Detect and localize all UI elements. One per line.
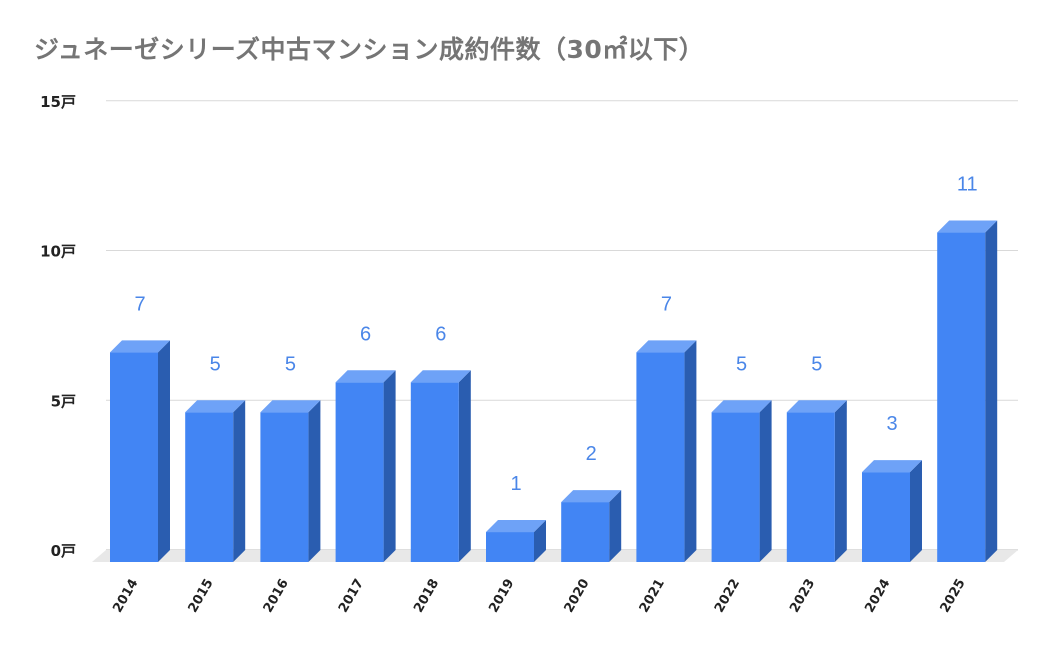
x-category-label-2025: 2025	[938, 577, 969, 616]
x-category-label-2024: 2024	[862, 577, 893, 616]
floor-plane	[92, 550, 1018, 562]
bar-2020	[561, 490, 622, 562]
chart-floor	[92, 550, 1018, 562]
bar-2022	[711, 400, 772, 562]
bar-front-2018	[410, 382, 459, 562]
data-label-2017: 6	[360, 323, 371, 345]
x-category-label-2020: 2020	[562, 577, 593, 616]
bar-2018	[410, 370, 471, 562]
bar-2015	[185, 400, 246, 562]
data-label-2024: 3	[886, 413, 897, 435]
bar-front-2025	[937, 232, 986, 563]
bar-top-2016	[260, 400, 321, 413]
bar-front-2017	[335, 382, 384, 562]
x-axis-categories: 2014 2015 2016 2017 2018 2019 2020 2021 2022 2023…	[110, 577, 968, 616]
x-category-label-2019: 2019	[486, 577, 517, 616]
bar-front-2014	[110, 352, 158, 562]
data-label-2025: 11	[957, 174, 978, 196]
bar-front-2019	[486, 532, 534, 562]
bar-side-2023	[834, 400, 847, 562]
bar-side-2017	[383, 370, 396, 562]
bar-front-2023	[786, 412, 835, 562]
chart-title: ジュネーゼシリーズ中古マンション成約件数（30㎡以下）	[34, 35, 705, 64]
bar-2019	[486, 520, 546, 562]
bar-top-2023	[786, 400, 847, 413]
bar-top-2022	[711, 400, 772, 413]
bar-front-2016	[260, 412, 309, 562]
bar-2023	[786, 400, 847, 562]
data-label-2015: 5	[210, 353, 221, 375]
data-label-2021: 7	[661, 293, 672, 315]
bar-front-2021	[636, 352, 685, 562]
bar-side-2018	[458, 370, 471, 562]
bar-front-2024	[862, 472, 910, 562]
bar-top-2025	[937, 220, 998, 233]
data-labels: 7 5 5 6 6 1 2 7 5 5 3 11	[134, 174, 978, 495]
y-tick-label-15: 15戸	[40, 93, 76, 111]
bars	[110, 220, 998, 563]
bar-top-2015	[185, 400, 246, 413]
bar-front-2015	[185, 412, 234, 562]
bar-2017	[335, 370, 396, 562]
bar-side-2014	[158, 340, 170, 562]
x-category-label-2014: 2014	[110, 577, 141, 616]
data-label-2018: 6	[435, 323, 446, 345]
y-tick-label-5: 5戸	[51, 392, 76, 410]
bar-top-2018	[410, 370, 471, 383]
bar-2021	[636, 340, 697, 562]
bar-top-2017	[335, 370, 396, 383]
y-axis-ticks: 0戸 5戸 10戸 15戸	[40, 93, 76, 560]
bar-2025	[937, 220, 998, 563]
y-tick-label-10: 10戸	[40, 243, 76, 261]
bar-top-2019	[486, 520, 546, 533]
data-label-2016: 5	[285, 353, 296, 375]
data-label-2020: 2	[586, 443, 597, 465]
bar-front-2020	[561, 502, 610, 562]
bar-side-2024	[910, 460, 922, 562]
bar-top-2020	[561, 490, 622, 503]
bar-side-2016	[308, 400, 321, 562]
data-label-2014: 7	[134, 293, 145, 315]
bar-side-2021	[684, 340, 697, 562]
bar-side-2025	[985, 220, 998, 563]
bar-top-2014	[110, 340, 170, 353]
bar-top-2021	[636, 340, 697, 353]
bar-side-2020	[609, 490, 622, 562]
bar-2016	[260, 400, 321, 562]
data-label-2019: 1	[510, 473, 521, 495]
bar-top-2024	[862, 460, 922, 473]
bar-side-2015	[233, 400, 246, 562]
x-category-label-2021: 2021	[637, 577, 668, 616]
bar-front-2022	[711, 412, 760, 562]
x-category-label-2016: 2016	[261, 577, 292, 616]
x-category-label-2015: 2015	[186, 577, 217, 616]
bar-2014	[110, 340, 170, 562]
bar-side-2022	[759, 400, 772, 562]
x-category-label-2018: 2018	[411, 577, 442, 616]
bar-2024	[862, 460, 922, 562]
data-label-2022: 5	[736, 353, 747, 375]
data-label-2023: 5	[811, 353, 822, 375]
x-category-label-2022: 2022	[712, 577, 743, 616]
bar-side-2019	[534, 520, 546, 562]
x-category-label-2017: 2017	[336, 577, 367, 616]
x-category-label-2023: 2023	[787, 577, 818, 616]
y-tick-label-0: 0戸	[51, 542, 76, 560]
